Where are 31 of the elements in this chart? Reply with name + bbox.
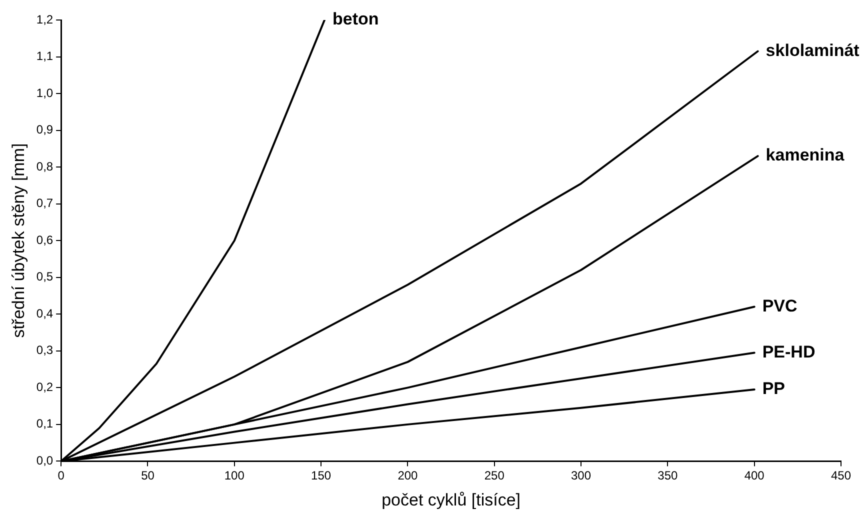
x-tick-label: 300 (571, 468, 592, 483)
y-tick-label: 1,0 (36, 86, 54, 100)
y-tick-label: 0,4 (36, 306, 54, 320)
series-label: PVC (762, 296, 798, 316)
series-label: beton (332, 10, 379, 29)
y-tick-label: 0,0 (36, 454, 54, 468)
x-tick-label: 450 (830, 468, 852, 483)
x-axis-title: počet cyklů [tisíce] (382, 490, 520, 510)
x-tick-label: 0 (58, 468, 65, 483)
x-tick-label: 250 (484, 468, 505, 483)
y-tick-label: 0,3 (36, 343, 54, 358)
series-label: kamenina (766, 146, 845, 165)
series-label: PE-HD (762, 342, 816, 362)
x-tick-label: 50 (141, 468, 155, 483)
x-tick-label: 350 (658, 468, 678, 483)
y-tick-label: 1,1 (36, 49, 54, 64)
y-tick-label: 0,2 (36, 380, 54, 394)
x-tick-label: 150 (311, 468, 332, 483)
y-axis-title: střední úbytek stěny [mm] (8, 143, 28, 338)
x-tick-label: 200 (398, 468, 418, 483)
y-tick-label: 1,2 (36, 12, 54, 26)
series-label: sklolaminát (766, 40, 860, 60)
y-tick-label: 0,6 (36, 232, 54, 247)
y-tick-label: 0,5 (36, 270, 54, 284)
y-tick-label: 0,9 (36, 122, 54, 137)
series-label: PP (762, 379, 786, 398)
y-tick-label: 0,8 (36, 159, 54, 174)
x-tick-label: 400 (744, 468, 765, 483)
y-tick-label: 0,1 (36, 416, 54, 431)
x-tick-label: 100 (224, 468, 245, 483)
y-tick-label: 0,7 (36, 196, 54, 210)
